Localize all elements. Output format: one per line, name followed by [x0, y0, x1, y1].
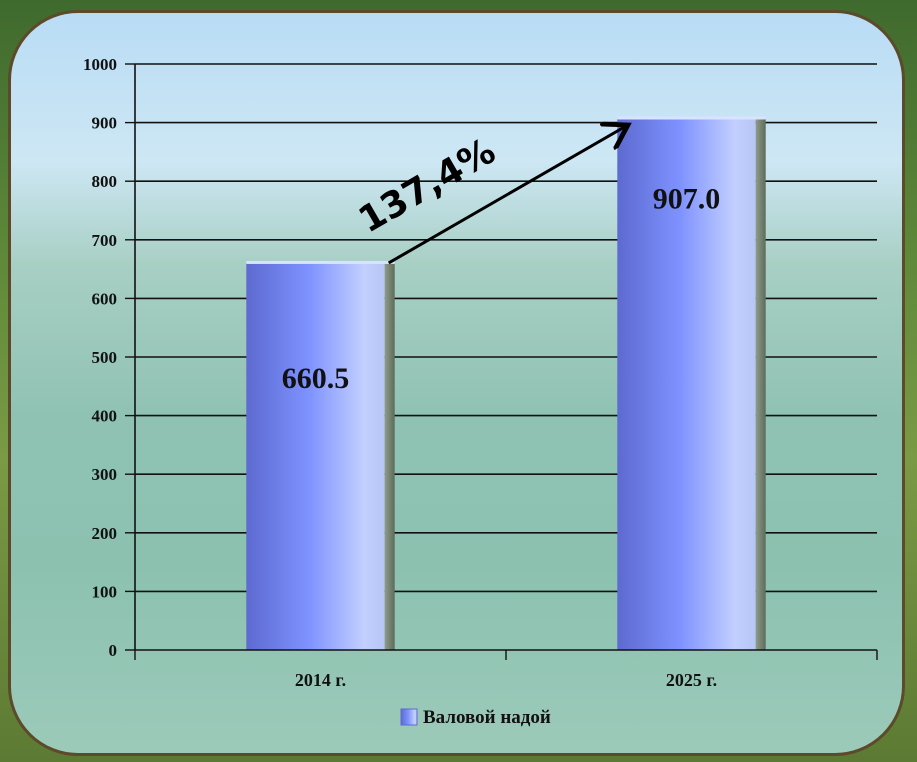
bar-top: [617, 116, 766, 120]
data-label: 907.0: [653, 182, 721, 215]
x-category-label: 2014 г.: [295, 670, 346, 690]
y-tick-label: 0: [109, 641, 118, 660]
growth-arrow: [387, 126, 626, 265]
growth-percent: 137,4%: [352, 131, 502, 241]
y-tick-label: 700: [92, 231, 118, 250]
data-label: 660.5: [282, 362, 350, 395]
y-tick-label: 200: [92, 524, 118, 543]
y-tick-label: 100: [92, 582, 118, 601]
bar-top: [246, 260, 395, 264]
y-tick-label: 600: [92, 289, 118, 308]
x-category-label: 2025 г.: [666, 670, 717, 690]
y-tick-label: 800: [92, 172, 118, 191]
bar-2025г: [617, 118, 756, 651]
y-tick-label: 400: [92, 407, 118, 426]
bar-2014г: [246, 262, 385, 650]
bar-side: [755, 118, 766, 651]
legend-swatch: [400, 708, 418, 726]
y-tick-label: 1000: [83, 55, 117, 74]
y-tick-label: 500: [92, 348, 118, 367]
y-tick-label: 300: [92, 465, 118, 484]
bar-side: [384, 262, 395, 650]
y-tick-label: 900: [92, 114, 118, 133]
legend-label: Валовой надой: [423, 707, 551, 728]
